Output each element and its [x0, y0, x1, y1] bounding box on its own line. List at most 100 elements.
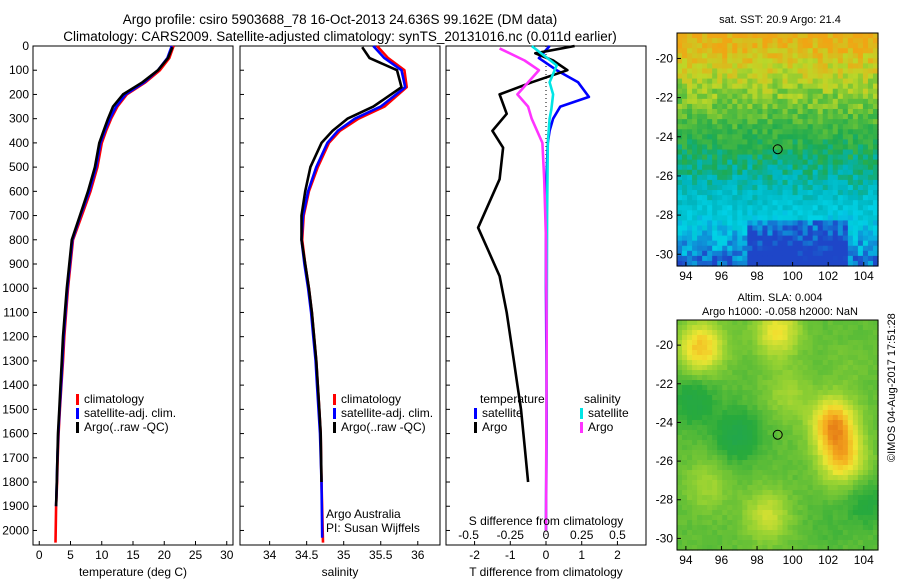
map-cell — [747, 500, 753, 506]
map-cell — [682, 240, 688, 247]
map-cell — [772, 164, 779, 171]
map-cell — [792, 445, 799, 451]
map-cell — [802, 108, 809, 115]
map-cell — [757, 164, 764, 171]
map-cell — [782, 190, 789, 196]
map-cell — [732, 210, 738, 216]
map-cell — [742, 260, 748, 267]
map-cell — [707, 169, 713, 176]
map-cell — [677, 88, 683, 95]
map-cell — [777, 83, 784, 90]
map-cell — [697, 545, 703, 551]
map-cell — [732, 425, 738, 431]
map-cell — [712, 260, 718, 267]
map-cell — [747, 58, 753, 64]
map-cell — [727, 415, 733, 421]
map-cell — [717, 490, 723, 496]
map-cell — [857, 385, 864, 391]
map-cell — [712, 485, 718, 491]
map-cell — [747, 530, 753, 536]
map-y-tick-label: -26 — [656, 454, 674, 468]
map-cell — [837, 83, 844, 90]
map-cell — [782, 144, 789, 151]
map-cell — [727, 450, 733, 456]
map-cell — [867, 540, 874, 546]
map-cell — [857, 205, 864, 211]
map-cell — [742, 455, 748, 461]
map-cell — [692, 139, 698, 146]
map-cell — [867, 390, 874, 396]
map-cell — [682, 179, 688, 186]
map-cell — [762, 225, 769, 232]
map-cell — [717, 260, 723, 267]
map-cell — [847, 455, 854, 461]
map-cell — [782, 174, 789, 181]
map-cell — [727, 159, 733, 166]
map-cell — [757, 53, 764, 59]
map-cell — [772, 195, 779, 201]
map-cell — [807, 225, 814, 232]
map-cell — [712, 68, 718, 75]
map-cell — [832, 134, 839, 140]
map-cell — [752, 58, 759, 64]
map-cell — [812, 325, 819, 331]
map-cell — [687, 235, 693, 242]
map-cell — [682, 195, 688, 201]
map-cell — [692, 159, 698, 166]
map-cell — [742, 485, 748, 491]
map-cell — [707, 375, 713, 381]
map-cell — [762, 345, 769, 351]
map-cell — [817, 73, 824, 80]
map-cell — [702, 139, 708, 146]
map-cell — [767, 73, 774, 80]
map-cell — [712, 395, 718, 401]
map-cell — [817, 205, 824, 211]
map-cell — [807, 149, 814, 156]
map-cell — [837, 184, 844, 191]
map-cell — [832, 215, 839, 222]
map-cell — [832, 535, 839, 541]
map-cell — [762, 410, 769, 416]
map-cell — [737, 149, 743, 156]
map-cell — [792, 38, 799, 44]
map-cell — [817, 33, 824, 39]
map-cell — [802, 215, 809, 222]
map-cell — [722, 500, 728, 506]
map-cell — [717, 340, 723, 346]
map-cell — [847, 470, 854, 476]
map-cell — [797, 515, 804, 521]
map-cell — [737, 445, 743, 451]
map-cell — [712, 164, 718, 171]
map-cell — [827, 415, 834, 421]
map-cell — [827, 225, 834, 232]
map-cell — [757, 195, 764, 201]
map-cell — [752, 164, 759, 171]
map-cell — [787, 495, 794, 501]
map-cell — [862, 38, 869, 44]
map-cell — [697, 500, 703, 506]
map-cell — [687, 78, 693, 85]
map-cell — [757, 330, 764, 336]
map-cell — [692, 108, 698, 115]
map-cell — [727, 375, 733, 381]
map-cell — [757, 134, 764, 140]
sla-map-frame — [676, 319, 879, 551]
map-cell — [717, 98, 723, 105]
plot-frame-temperature-profile — [32, 45, 234, 546]
map-cell — [852, 340, 859, 346]
map-cell — [867, 525, 874, 531]
map-cell — [872, 525, 879, 531]
map-cell — [712, 63, 718, 70]
map-cell — [792, 380, 799, 386]
map-cell — [677, 435, 683, 441]
map-cell — [752, 129, 759, 135]
map-cell — [807, 530, 814, 536]
map-cell — [802, 345, 809, 351]
map-cell — [767, 445, 774, 451]
map-cell — [802, 154, 809, 161]
map-cell — [777, 154, 784, 161]
map-cell — [727, 520, 733, 526]
map-cell — [797, 355, 804, 361]
map-cell — [732, 535, 738, 541]
map-cell — [777, 240, 784, 247]
